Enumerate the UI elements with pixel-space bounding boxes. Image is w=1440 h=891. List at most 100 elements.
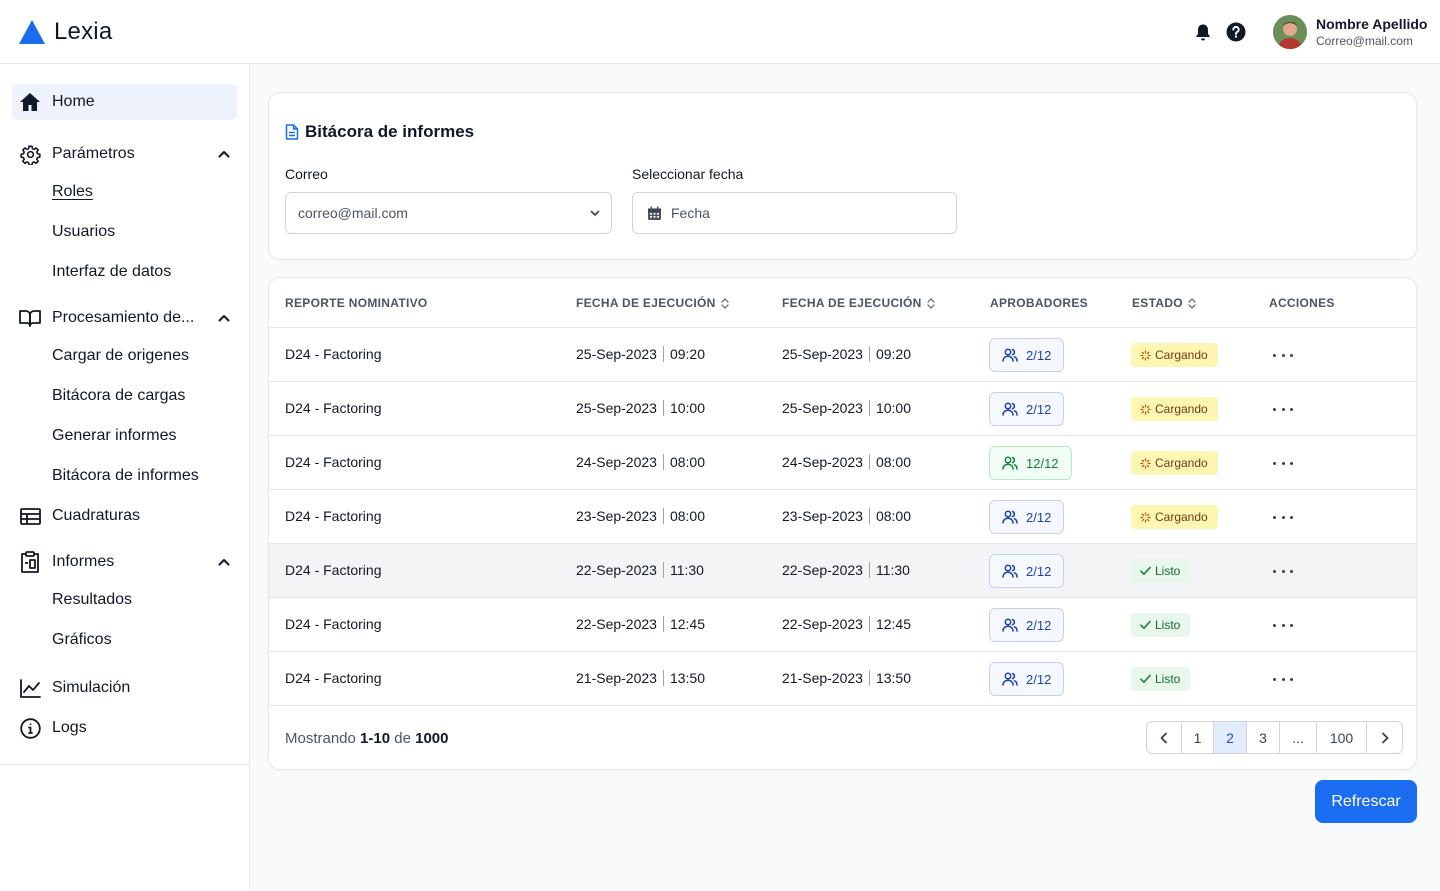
page-title: Bitácora de informes (305, 122, 475, 141)
execution-date-1: 22-Sep-2023 12:45 (576, 616, 705, 632)
next-page-button[interactable] (1367, 722, 1402, 753)
users-icon (1002, 672, 1018, 686)
more-actions-icon[interactable] (1273, 456, 1293, 470)
more-actions-icon[interactable] (1273, 564, 1293, 578)
execution-date-1: 25-Sep-2023 09:20 (576, 346, 705, 362)
sidebar-item-procesamiento[interactable]: Procesamiento de... (12, 300, 237, 336)
more-actions-icon[interactable] (1273, 348, 1293, 362)
email-select[interactable]: correo@mail.com (285, 192, 612, 234)
execution-date-1: 22-Sep-2023 11:30 (576, 562, 704, 578)
table-row[interactable]: D24 - Factoring 25-Sep-2023 09:20 25-Sep-20… (269, 327, 1416, 381)
execution-date-2: 25-Sep-2023 10:00 (782, 400, 911, 416)
filter-card: Bitácora de informes Correo correo@mail.… (268, 92, 1417, 260)
sidebar-item-label: Simulación (52, 679, 131, 696)
execution-date-2: 22-Sep-2023 12:45 (782, 616, 911, 632)
date-field[interactable]: Fecha (632, 192, 957, 234)
chevron-down-icon (590, 210, 600, 216)
approvers-button[interactable]: 12/12 (989, 446, 1072, 480)
report-name: D24 - Factoring (285, 508, 382, 524)
users-icon (1002, 510, 1018, 524)
approvers-button[interactable]: 2/12 (989, 500, 1065, 534)
page-button-100[interactable]: 100 (1317, 722, 1367, 753)
sidebar-item-label: Procesamiento de... (52, 309, 195, 326)
table-row[interactable]: D24 - Factoring 22-Sep-2023 11:30 22-Sep-20… (269, 543, 1416, 597)
help-icon[interactable] (1226, 22, 1246, 42)
sidebar-item-label: Logs (52, 719, 87, 736)
users-icon (1002, 348, 1018, 362)
page-button-1[interactable]: 1 (1182, 722, 1214, 753)
approvers-button[interactable]: 2/12 (989, 338, 1065, 372)
sidebar: Home Parámetros Roles Usuarios Interfaz … (0, 64, 250, 891)
prev-page-button[interactable] (1147, 722, 1182, 753)
app-logo[interactable]: Lexia (18, 18, 112, 46)
sidebar-subitem-interfaz-datos[interactable]: Interfaz de datos (52, 263, 172, 280)
loading-icon (1140, 457, 1151, 469)
more-actions-icon[interactable] (1273, 402, 1293, 416)
report-name: D24 - Factoring (285, 562, 382, 578)
sidebar-item-label: Cuadraturas (52, 507, 141, 524)
column-header-reporte: REPORTE NOMINATIVO (285, 296, 428, 310)
sidebar-subitem-roles[interactable]: Roles (52, 183, 93, 200)
avatar[interactable] (1273, 15, 1307, 49)
sidebar-item-label: Home (52, 93, 95, 110)
document-icon (285, 124, 299, 140)
status-badge: Listo (1131, 613, 1191, 637)
table-icon (19, 505, 41, 527)
sidebar-subitem-bitacora-cargas[interactable]: Bitácora de cargas (52, 387, 186, 404)
users-icon (1002, 618, 1018, 632)
bell-icon[interactable] (1193, 22, 1213, 42)
table-row[interactable]: D24 - Factoring 23-Sep-2023 08:00 23-Sep-20… (269, 489, 1416, 543)
table-row[interactable]: D24 - Factoring 21-Sep-2023 13:50 21-Sep-20… (269, 651, 1416, 705)
chevron-left-icon (1160, 732, 1167, 743)
page-button-2[interactable]: 2 (1214, 722, 1247, 753)
approvers-button[interactable]: 2/12 (989, 554, 1065, 588)
sidebar-item-simulacion[interactable]: Simulación (12, 670, 237, 706)
status-badge: Cargando (1131, 505, 1218, 529)
column-header-estado[interactable]: ESTADO (1132, 296, 1196, 310)
report-name: D24 - Factoring (285, 454, 382, 470)
table-row[interactable]: D24 - Factoring 24-Sep-2023 08:00 24-Sep-20… (269, 435, 1416, 489)
email-select-value: correo@mail.com (298, 205, 408, 221)
execution-date-2: 25-Sep-2023 09:20 (782, 346, 911, 362)
more-actions-icon[interactable] (1273, 618, 1293, 632)
approvers-button[interactable]: 2/12 (989, 392, 1065, 426)
sidebar-subitem-generar-informes[interactable]: Generar informes (52, 427, 177, 444)
sidebar-subitem-graficos[interactable]: Gráficos (52, 631, 112, 648)
refresh-button[interactable]: Refrescar (1315, 780, 1417, 823)
execution-date-2: 24-Sep-2023 08:00 (782, 454, 911, 470)
email-label: Correo (285, 166, 328, 182)
column-header-acciones: ACCIONES (1269, 296, 1335, 310)
sidebar-subitem-resultados[interactable]: Resultados (52, 591, 133, 608)
sidebar-item-parametros[interactable]: Parámetros (12, 136, 237, 172)
date-placeholder: Fecha (671, 205, 710, 221)
sidebar-item-informes[interactable]: Informes (12, 544, 237, 580)
column-header-fecha-1[interactable]: FECHA DE EJECUCIÓN (576, 296, 729, 310)
chart-line-icon (19, 677, 41, 699)
sidebar-subitem-cargar-origenes[interactable]: Cargar de origenes (52, 347, 189, 364)
more-actions-icon[interactable] (1273, 672, 1293, 686)
status-badge: Listo (1131, 559, 1191, 583)
table-row[interactable]: D24 - Factoring 25-Sep-2023 10:00 25-Sep-20… (269, 381, 1416, 435)
chevron-up-icon[interactable] (217, 311, 231, 325)
user-email: Correo@mail.com (1316, 34, 1413, 48)
sidebar-subitem-bitacora-informes[interactable]: Bitácora de informes (52, 467, 199, 484)
execution-date-1: 24-Sep-2023 08:00 (576, 454, 705, 470)
sidebar-item-home[interactable]: Home (12, 84, 237, 120)
column-header-fecha-2[interactable]: FECHA DE EJECUCIÓN (782, 296, 935, 310)
table-row[interactable]: D24 - Factoring 22-Sep-2023 12:45 22-Sep-20… (269, 597, 1416, 651)
sidebar-item-cuadraturas[interactable]: Cuadraturas (12, 498, 237, 534)
status-badge: Listo (1131, 667, 1191, 691)
more-actions-icon[interactable] (1273, 510, 1293, 524)
loading-icon (1140, 403, 1151, 415)
page-button-3[interactable]: 3 (1247, 722, 1280, 753)
approvers-button[interactable]: 2/12 (989, 608, 1065, 642)
sidebar-divider (0, 764, 249, 765)
approvers-button[interactable]: 2/12 (989, 662, 1065, 696)
chevron-up-icon[interactable] (217, 555, 231, 569)
sidebar-subitem-usuarios[interactable]: Usuarios (52, 223, 116, 240)
chevron-up-icon[interactable] (217, 147, 231, 161)
sidebar-item-logs[interactable]: Logs (12, 710, 237, 746)
app-name: Lexia (54, 18, 113, 45)
report-name: D24 - Factoring (285, 400, 382, 416)
report-name: D24 - Factoring (285, 670, 382, 686)
